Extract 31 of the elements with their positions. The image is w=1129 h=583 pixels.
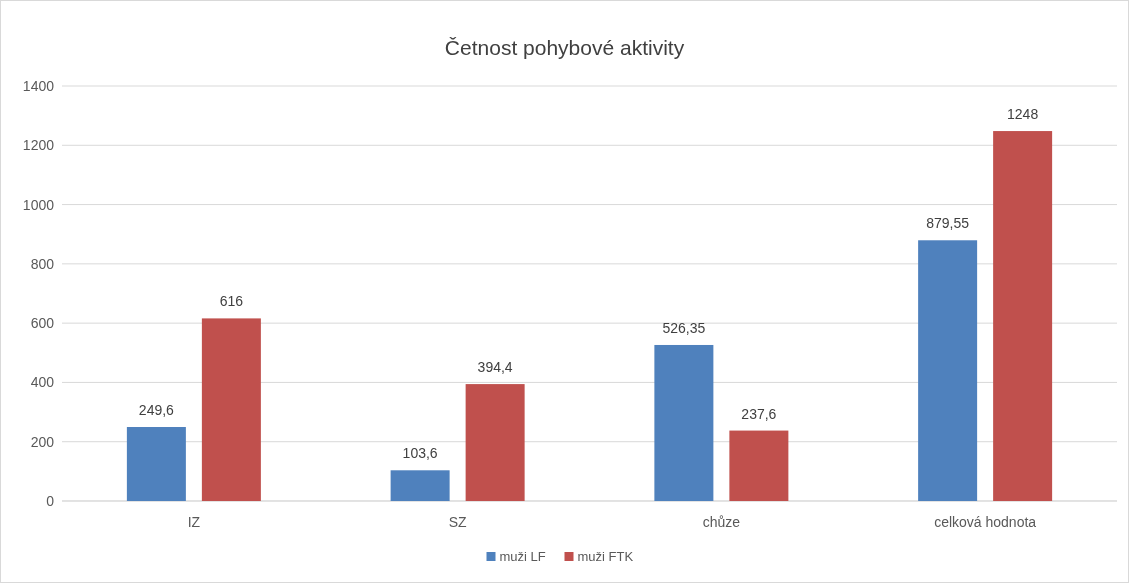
legend-label: muži FTK [577, 549, 634, 564]
y-tick-label: 800 [30, 255, 55, 272]
x-tick-label: IZ [187, 514, 201, 530]
data-label: 249,6 [138, 402, 175, 419]
bar [390, 470, 450, 501]
bar [465, 384, 525, 501]
x-tick-label: celková hodnota [934, 514, 1037, 530]
y-tick-label: 200 [30, 433, 55, 450]
x-tick-label: chůze [702, 514, 741, 530]
data-label: 616 [219, 293, 244, 310]
bar [918, 240, 978, 501]
data-label: 237,6 [741, 405, 777, 422]
y-tick-label: 600 [30, 315, 55, 332]
data-label: 103,6 [402, 445, 438, 462]
y-tick-label: 1400 [22, 78, 55, 94]
data-label: 526,35 [662, 319, 706, 336]
data-label: 1248 [1007, 106, 1039, 123]
bar [654, 344, 714, 501]
bar [201, 318, 261, 501]
bar [126, 427, 186, 501]
y-tick-label: 1000 [22, 196, 55, 213]
chart-title: Četnost pohybové aktivity [444, 36, 685, 59]
y-tick-label: 0 [46, 493, 55, 509]
y-tick-label: 1200 [22, 137, 55, 154]
x-tick-label: SZ [448, 514, 468, 530]
data-label: 394,4 [477, 359, 513, 376]
bar [729, 430, 789, 501]
data-label: 879,55 [926, 215, 970, 232]
bar [993, 131, 1053, 501]
y-tick-label: 400 [30, 374, 55, 391]
legend-label: muži LF [499, 549, 546, 564]
